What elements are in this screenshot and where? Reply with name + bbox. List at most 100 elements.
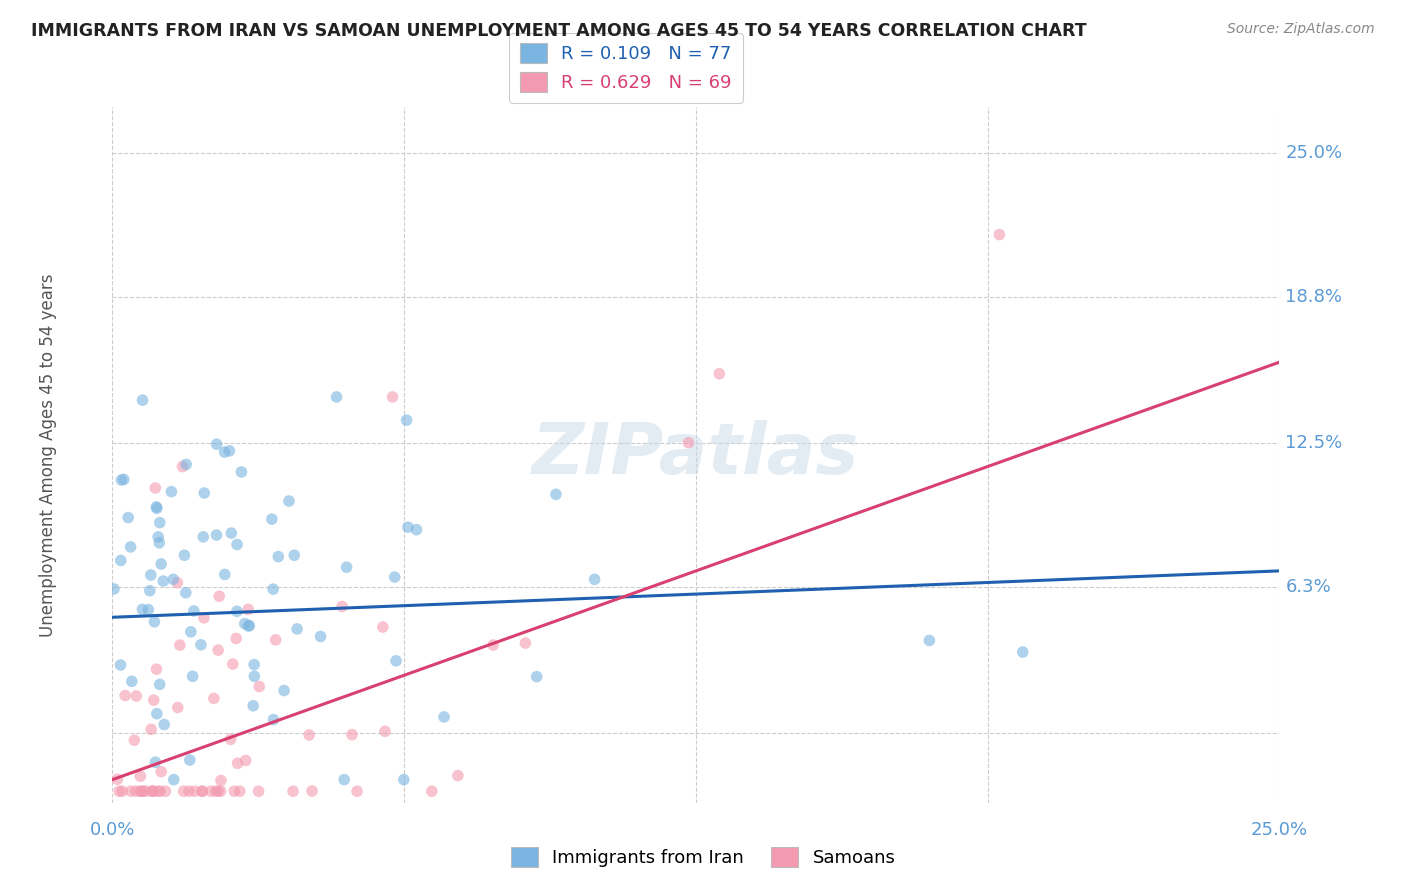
Point	[132, 784, 155, 798]
Point	[395, 413, 418, 427]
Point	[336, 560, 359, 574]
Point	[229, 784, 252, 798]
Point	[583, 572, 606, 586]
Point	[174, 458, 197, 472]
Point	[678, 435, 700, 450]
Point	[243, 669, 266, 683]
Point	[193, 486, 215, 500]
Point	[309, 630, 332, 644]
Point	[145, 500, 167, 514]
Point	[190, 638, 212, 652]
Point	[138, 602, 160, 616]
Point	[214, 567, 236, 582]
Point	[235, 754, 257, 768]
Point	[238, 602, 260, 616]
Point	[238, 619, 260, 633]
Point	[544, 487, 567, 501]
Point	[225, 632, 247, 646]
Legend: Immigrants from Iran, Samoans: Immigrants from Iran, Samoans	[503, 839, 903, 874]
Point	[420, 784, 443, 798]
Point	[162, 572, 184, 586]
Text: 25.0%: 25.0%	[1285, 145, 1343, 162]
Point	[273, 683, 295, 698]
Point	[247, 680, 270, 694]
Point	[371, 620, 394, 634]
Point	[285, 622, 308, 636]
Point	[150, 557, 173, 571]
Point	[179, 753, 201, 767]
Point	[141, 784, 163, 798]
Point	[263, 713, 285, 727]
Point	[129, 784, 152, 798]
Point	[247, 784, 270, 798]
Text: 25.0%: 25.0%	[1251, 822, 1308, 839]
Point	[262, 582, 284, 596]
Point	[193, 611, 215, 625]
Point	[231, 465, 253, 479]
Text: ZIPatlas: ZIPatlas	[533, 420, 859, 490]
Point	[384, 570, 406, 584]
Point	[225, 604, 247, 618]
Point	[298, 728, 321, 742]
Text: 18.8%: 18.8%	[1285, 288, 1343, 306]
Point	[202, 691, 225, 706]
Point	[120, 540, 142, 554]
Point	[301, 784, 323, 798]
Point	[207, 643, 229, 657]
Point	[218, 443, 240, 458]
Point	[205, 437, 228, 451]
Point	[184, 784, 207, 798]
Point	[142, 784, 165, 798]
Point	[207, 784, 229, 798]
Point	[125, 784, 148, 798]
Point	[181, 669, 204, 683]
Point	[163, 772, 186, 787]
Point	[183, 604, 205, 618]
Point	[103, 582, 125, 596]
Point	[169, 638, 191, 652]
Point	[374, 724, 396, 739]
Point	[108, 784, 131, 798]
Point	[129, 784, 152, 798]
Point	[124, 733, 146, 747]
Point	[709, 367, 731, 381]
Point	[110, 473, 132, 487]
Point	[219, 732, 242, 747]
Point	[143, 481, 166, 495]
Point	[918, 633, 941, 648]
Point	[148, 784, 170, 798]
Point	[142, 784, 165, 798]
Point	[221, 526, 243, 541]
Point	[146, 501, 169, 516]
Point	[281, 784, 304, 798]
Point	[333, 772, 356, 787]
Point	[526, 670, 548, 684]
Point	[107, 772, 129, 787]
Point	[209, 773, 232, 788]
Point	[160, 484, 183, 499]
Point	[283, 548, 305, 562]
Point	[988, 227, 1011, 242]
Point	[142, 693, 165, 707]
Point	[226, 756, 249, 771]
Legend: R = 0.109   N = 77, R = 0.629   N = 69: R = 0.109 N = 77, R = 0.629 N = 69	[509, 33, 742, 103]
Text: 12.5%: 12.5%	[1285, 434, 1343, 452]
Point	[205, 784, 228, 798]
Point	[330, 599, 353, 614]
Point	[135, 784, 157, 798]
Point	[180, 624, 202, 639]
Point	[145, 662, 167, 676]
Point	[191, 784, 214, 798]
Point	[110, 553, 132, 567]
Point	[267, 549, 290, 564]
Point	[139, 568, 162, 582]
Point	[131, 393, 153, 408]
Point	[146, 706, 169, 721]
Point	[146, 530, 169, 544]
Point	[145, 756, 167, 770]
Point	[172, 459, 194, 474]
Text: IMMIGRANTS FROM IRAN VS SAMOAN UNEMPLOYMENT AMONG AGES 45 TO 54 YEARS CORRELATIO: IMMIGRANTS FROM IRAN VS SAMOAN UNEMPLOYM…	[31, 22, 1087, 40]
Point	[200, 784, 222, 798]
Point	[173, 548, 195, 562]
Point	[222, 657, 245, 671]
